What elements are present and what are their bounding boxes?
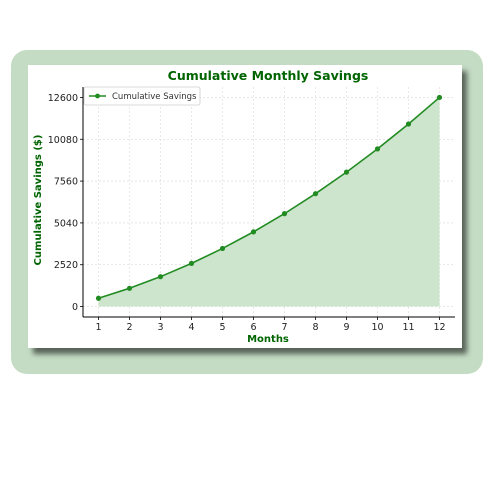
savings-area-fill [98,97,440,307]
data-point [312,191,319,197]
data-point [250,229,257,235]
x-tick-label: 7 [281,322,287,333]
x-tick-label: 8 [312,322,318,333]
x-tick-label: 1 [95,322,101,333]
y-tick-label: 0 [72,302,78,313]
y-tick-label: 2520 [54,260,78,271]
x-axis-label: Months [247,334,289,345]
x-tick-label: 5 [219,322,225,333]
savings-line [98,96,441,300]
data-point [405,121,412,127]
data-point [188,260,195,266]
data-point [281,211,288,217]
x-tick-label: 3 [157,322,163,333]
y-tick-label: 12600 [48,93,78,104]
x-tick-label: 11 [402,322,414,333]
chart-title: Cumulative Monthly Savings [168,68,369,83]
legend: Cumulative Savings [83,86,201,106]
data-points [95,94,443,301]
data-point [157,274,164,280]
x-tick-label: 10 [371,322,383,333]
x-tick-label: 4 [188,322,194,333]
legend-swatch-marker [95,93,100,99]
y-tick-labels: 0 2520 5040 7560 10080 12600 [48,93,78,313]
data-point [126,285,133,291]
y-tick-label: 10080 [48,135,78,146]
x-tick-label: 9 [343,322,349,333]
data-point [95,295,102,301]
data-point [436,94,443,101]
data-point [374,146,381,152]
data-point [219,245,226,252]
y-tick-label: 5040 [54,218,78,229]
data-point [343,169,350,175]
y-tick-label: 7560 [54,177,78,188]
legend-label: Cumulative Savings [112,92,197,102]
x-tick-label: 6 [250,322,256,333]
legend-box [83,86,201,106]
y-axis-label: Cumulative Savings ($) [33,135,44,266]
x-tick-labels: 1 2 3 4 5 6 7 8 9 10 11 12 [95,322,445,333]
axes [80,87,455,320]
x-tick-label: 12 [433,322,445,333]
x-tick-label: 2 [126,322,132,333]
